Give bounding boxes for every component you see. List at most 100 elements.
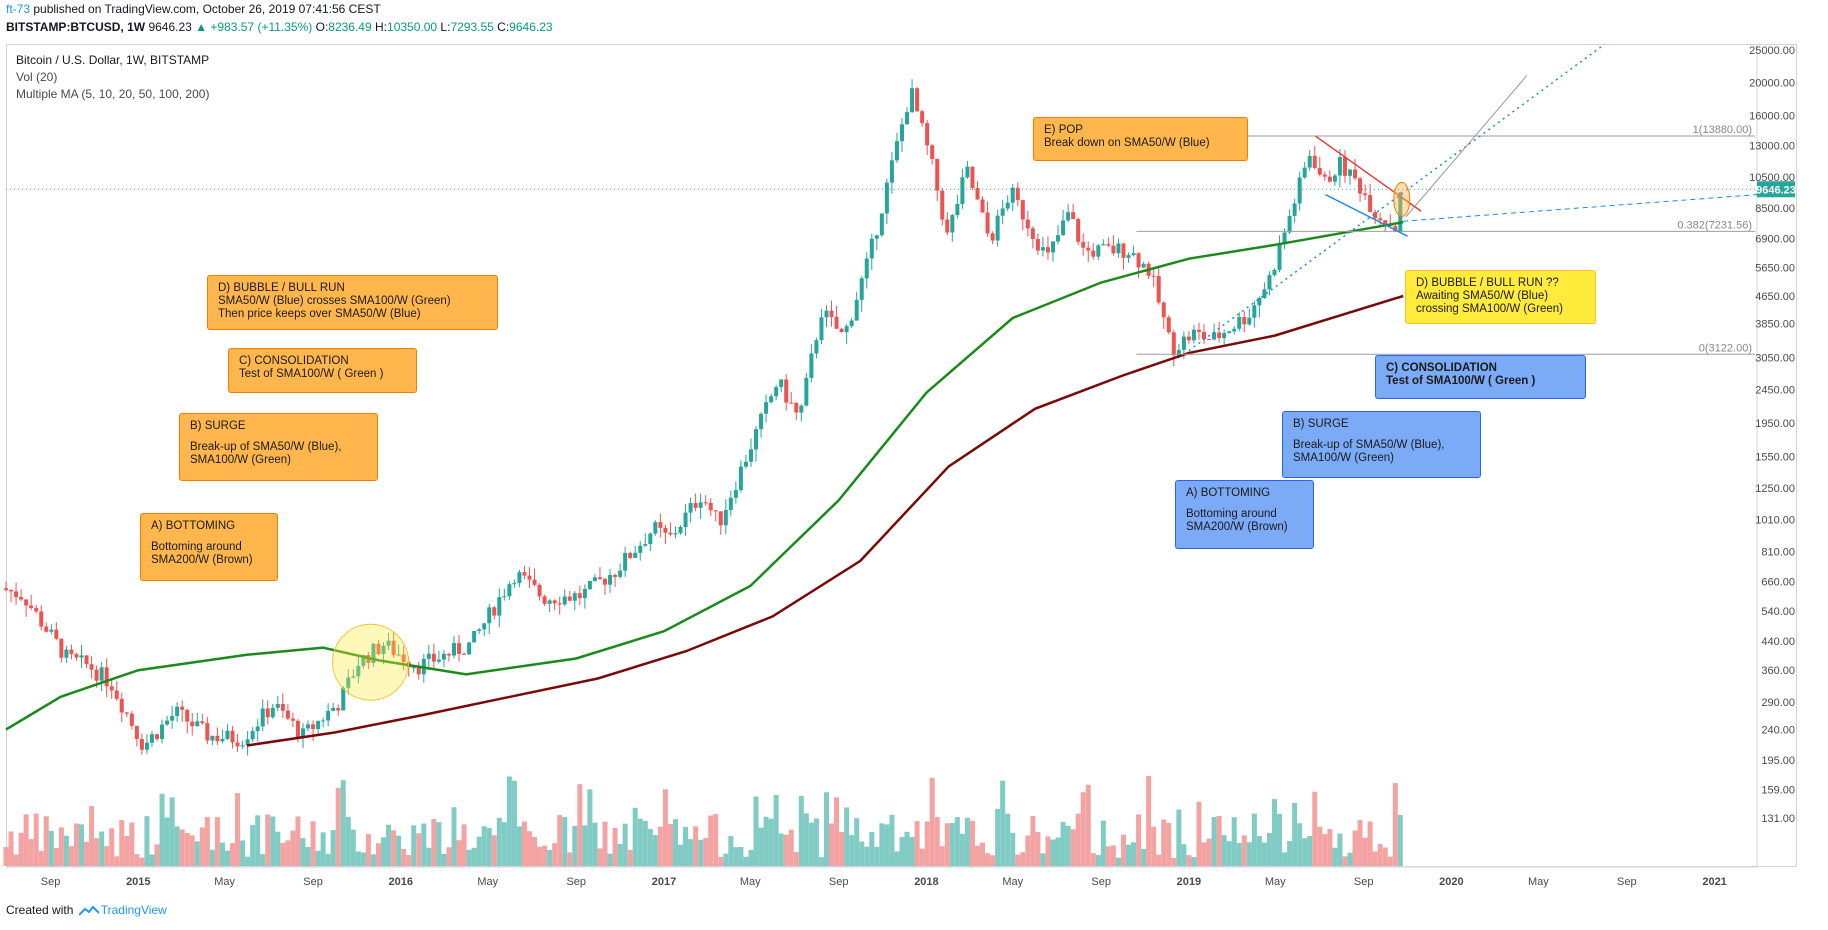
candle-body	[326, 710, 331, 721]
volume-bar	[582, 825, 588, 866]
candle-body	[351, 676, 356, 678]
volume-bar	[94, 838, 100, 866]
volume-bar	[728, 836, 734, 866]
volume-bar	[743, 856, 749, 866]
volume-bar	[839, 832, 845, 866]
candle-body	[155, 734, 160, 739]
volume-bar	[1292, 803, 1298, 866]
candle-body	[532, 579, 537, 585]
highlight-ellipse	[1393, 181, 1411, 217]
x-tick-label: Sep	[1617, 876, 1637, 888]
volume-bar	[139, 857, 145, 866]
note-d-bubble[interactable]: D) BUBBLE / BULL RUN SMA50/W (Blue) cros…	[207, 275, 498, 330]
high-label: H:	[375, 20, 388, 34]
candle-body	[311, 724, 316, 729]
candle-body	[728, 497, 733, 510]
candle-body	[386, 640, 391, 646]
volume-bar	[1181, 844, 1187, 866]
volume-bar	[602, 821, 608, 866]
volume-bar	[13, 854, 19, 866]
note-a-bottoming[interactable]: A) BOTTOMING Bottoming around SMA200/W (…	[140, 513, 278, 581]
volume-bar	[104, 846, 110, 866]
volume-bar	[1005, 813, 1011, 866]
candle-body	[1398, 192, 1403, 232]
candle-body	[482, 623, 487, 630]
volume-bar	[1080, 792, 1086, 866]
candle-body	[965, 166, 970, 178]
note-b-surge[interactable]: B) SURGE Break-up of SMA50/W (Blue), SMA…	[179, 413, 378, 481]
note-c-consolidation[interactable]: C) CONSOLIDATION Test of SMA100/W ( Gree…	[228, 348, 417, 393]
volume-bar	[406, 854, 412, 866]
volume-bar	[607, 853, 613, 866]
candle-body	[411, 667, 416, 669]
note-d2-bubble[interactable]: D) BUBBLE / BULL RUN ?? Awaiting SMA50/W…	[1405, 270, 1596, 324]
candle-body	[1051, 241, 1056, 253]
candle-body	[4, 588, 8, 591]
candle-body	[175, 706, 180, 716]
note-b2-surge[interactable]: B) SURGE Break-up of SMA50/W (Blue), SMA…	[1282, 411, 1481, 478]
note-e-pop[interactable]: E) POP Break down on SMA50/W (Blue)	[1033, 117, 1248, 161]
volume-bar	[808, 822, 814, 866]
open-label: O:	[315, 20, 329, 34]
volume-bar	[662, 789, 668, 866]
volume-bar	[355, 851, 361, 866]
sma100-line	[5, 220, 1404, 731]
low-label: L:	[440, 20, 451, 34]
candle-body	[683, 512, 688, 528]
volume-bar	[38, 851, 44, 866]
volume-bar	[823, 792, 829, 866]
candle-body	[1166, 317, 1171, 333]
volume-bar	[1241, 835, 1247, 866]
candle-body	[1035, 238, 1040, 251]
x-tick-label: May	[1265, 876, 1286, 888]
candle-body	[1191, 329, 1196, 341]
volume-bar	[1392, 783, 1398, 866]
volume-bar	[587, 789, 593, 866]
candle-body	[608, 575, 613, 585]
candle-body	[260, 708, 265, 727]
volume-bar	[456, 840, 462, 866]
volume-bar	[1131, 842, 1137, 866]
y-tick-label: 360.00	[1761, 665, 1795, 677]
candle-body	[99, 667, 104, 681]
published-text: published on TradingView.com, October 26…	[30, 2, 381, 16]
candle-body	[517, 572, 522, 584]
note-a2-bottoming[interactable]: A) BOTTOMING Bottoming around SMA200/W (…	[1175, 480, 1314, 549]
volume-bar	[733, 847, 739, 866]
volume-bar	[1060, 821, 1066, 866]
x-tick-label: Sep	[303, 876, 323, 888]
candle-body	[1212, 332, 1217, 340]
chart-title: Bitcoin / U.S. Dollar, 1W, BITSTAMP	[16, 53, 210, 67]
candle-body	[139, 739, 144, 750]
volume-bar	[315, 850, 321, 866]
volume-bar	[532, 836, 538, 866]
candle-body	[789, 402, 794, 404]
note-c2-consolidation[interactable]: C) CONSOLIDATION Test of SMA100/W ( Gree…	[1375, 355, 1586, 399]
volume-bar	[834, 797, 840, 866]
volume-legend[interactable]: Vol (20)	[16, 70, 58, 84]
volume-bar	[597, 848, 603, 866]
candle-body	[225, 730, 230, 739]
candle-body	[779, 379, 784, 388]
x-tick-label: 2020	[1439, 876, 1463, 888]
tradingview-brand[interactable]: TradingView	[100, 903, 167, 917]
volume-bar	[612, 827, 618, 866]
ma-legend[interactable]: Multiple MA (5, 10, 20, 50, 100, 200)	[16, 87, 210, 101]
note-title: B) SURGE	[1293, 418, 1349, 430]
note-body: Break-up of SMA50/W (Blue), SMA100/W (Gr…	[1293, 439, 1445, 464]
candle-body	[809, 353, 814, 378]
volume-bar	[1297, 823, 1303, 866]
candle-body	[1332, 175, 1337, 182]
volume-bar	[919, 848, 925, 866]
volume-bar	[28, 839, 34, 866]
candle-body	[1071, 212, 1076, 219]
volume-bar	[270, 816, 276, 866]
volume-bar	[391, 830, 397, 866]
candle-body	[185, 709, 190, 722]
author-link[interactable]: ft-73	[6, 2, 31, 16]
volume-bar	[985, 853, 991, 866]
candle-body	[1277, 244, 1282, 270]
y-tick-label: 1010.00	[1755, 514, 1795, 526]
volume-bar	[537, 846, 543, 866]
